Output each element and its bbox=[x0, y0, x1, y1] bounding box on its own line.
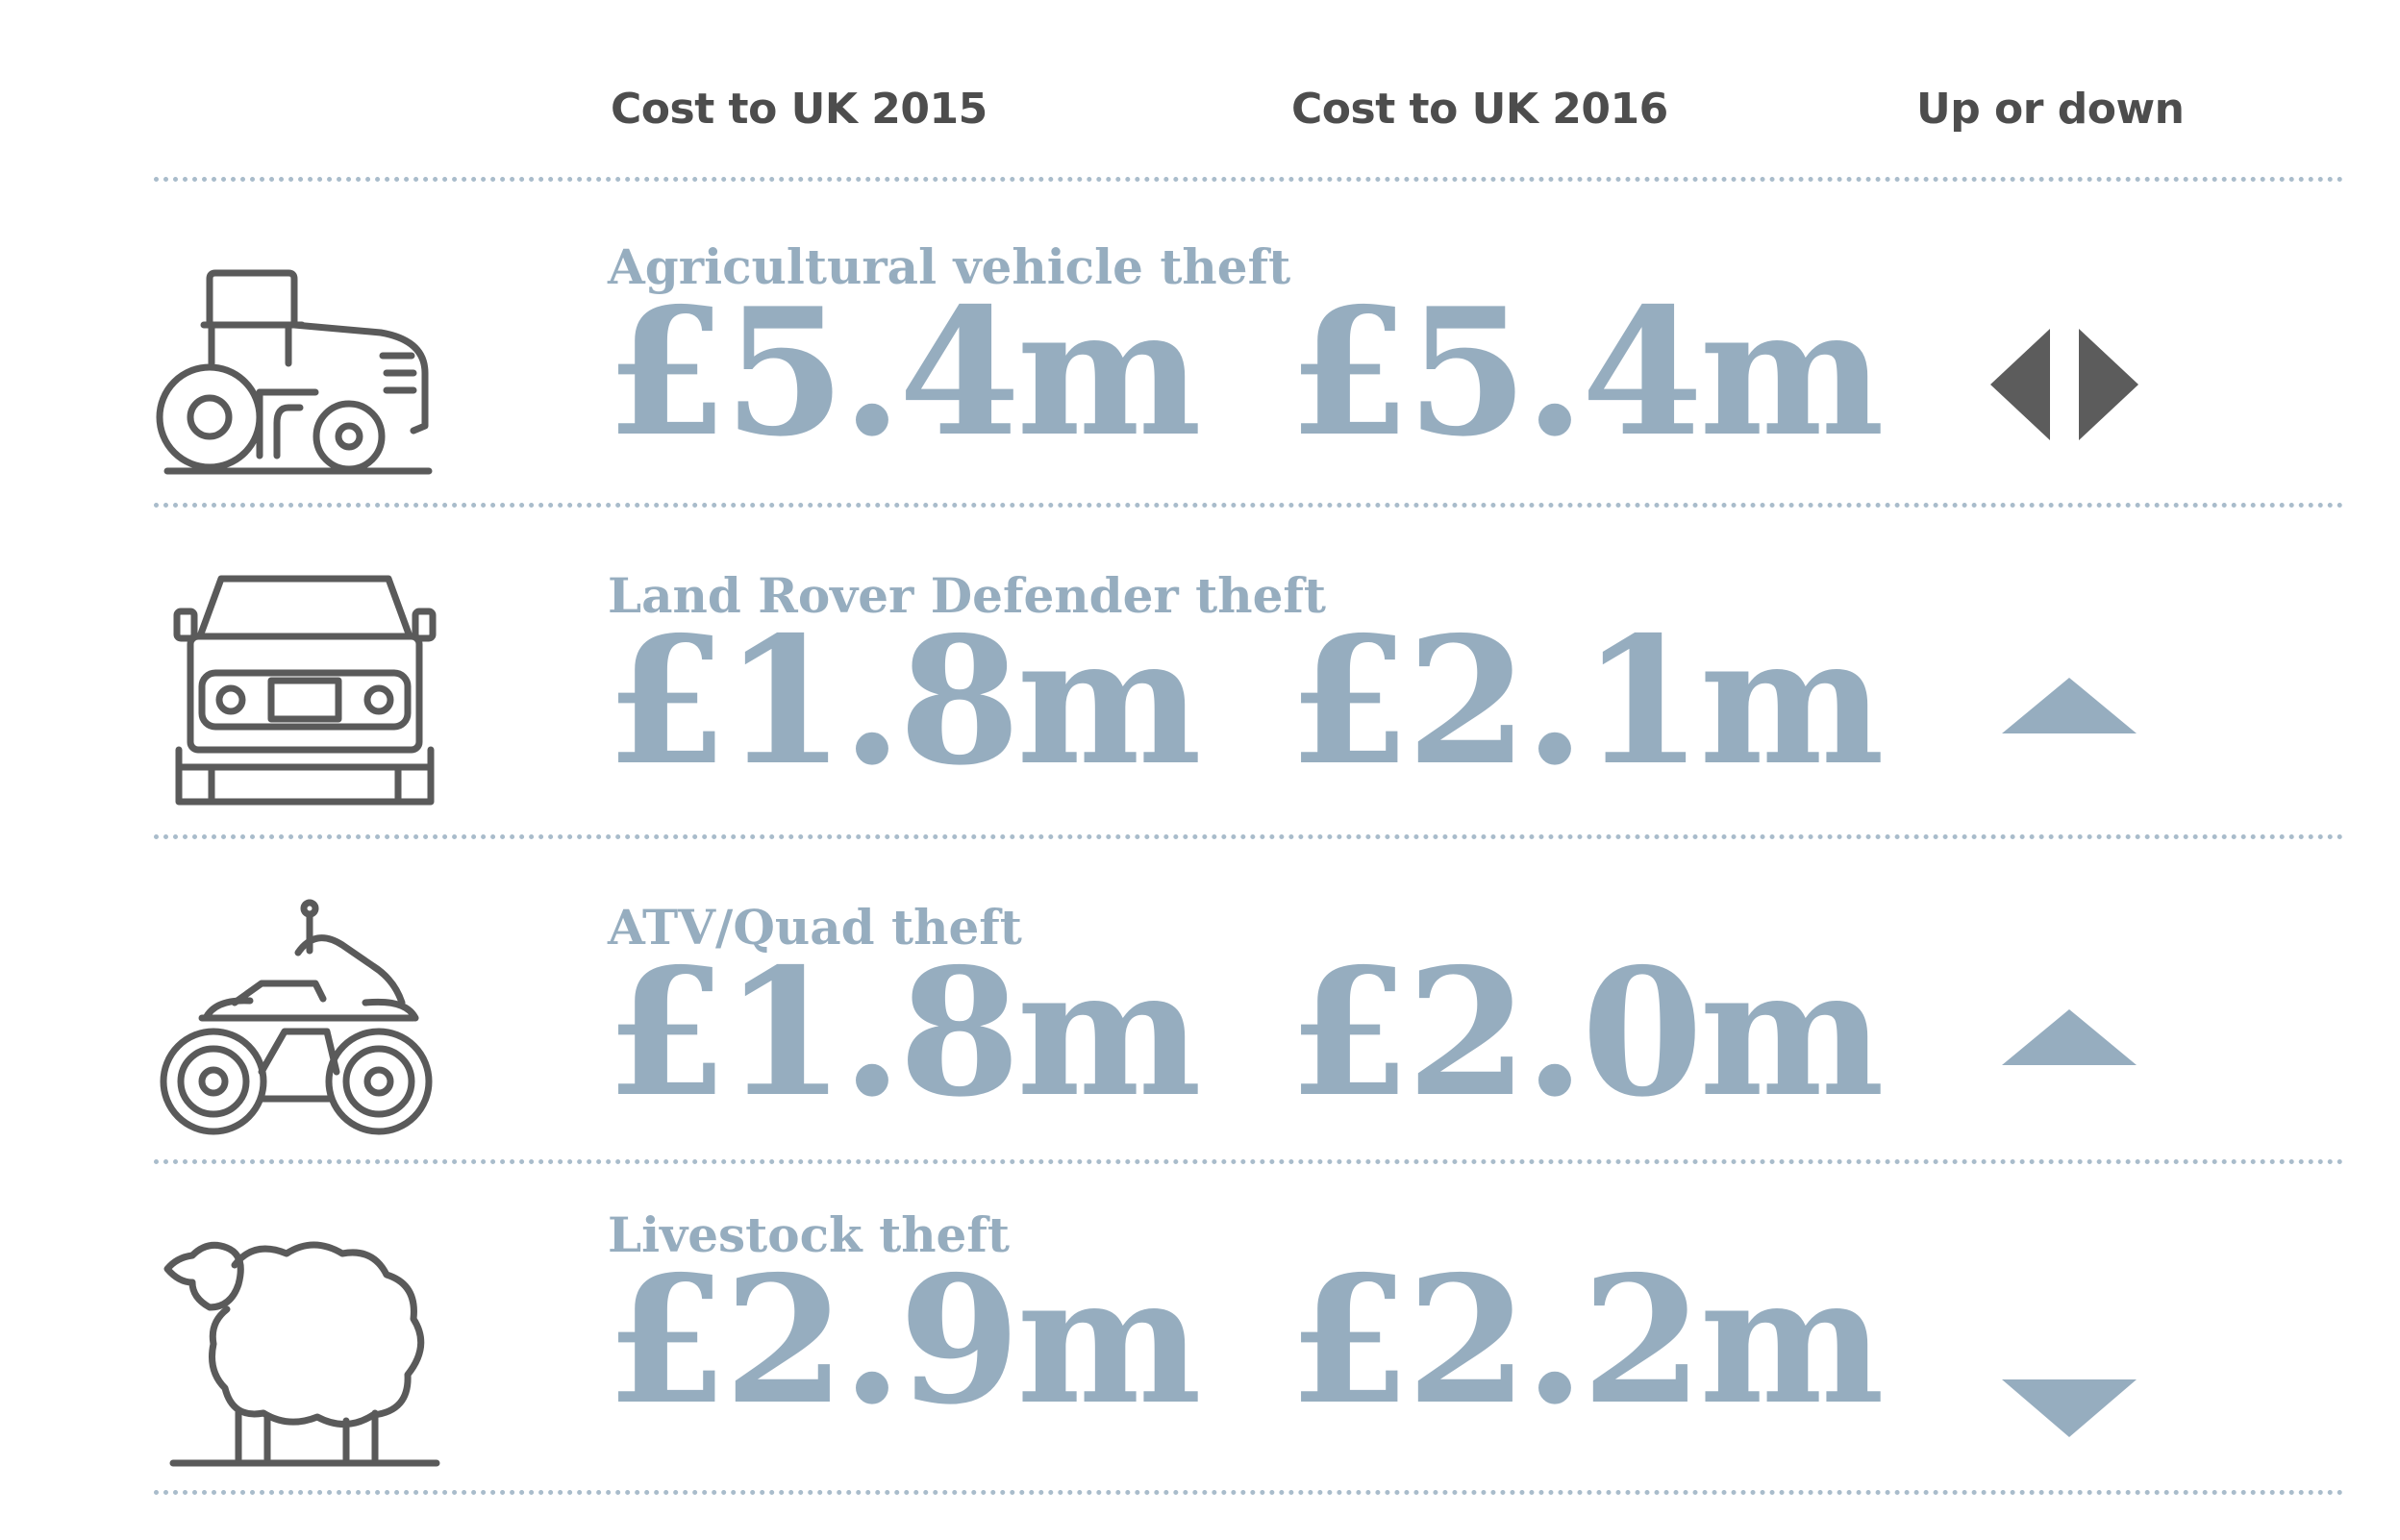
table-row-livestock: Livestock theft £2.9m £2.2m bbox=[0, 1206, 2400, 1533]
row-divider bbox=[154, 177, 2344, 182]
category-label: ATV/Quad theft bbox=[608, 899, 1022, 956]
category-label: Livestock theft bbox=[608, 1206, 1010, 1263]
row-divider bbox=[154, 1159, 2344, 1164]
trend-down-arrow-icon bbox=[2002, 1379, 2137, 1437]
value-2016: £2.1m bbox=[1288, 598, 1885, 804]
sheep-icon bbox=[163, 1241, 440, 1467]
value-2016: £2.2m bbox=[1288, 1237, 1885, 1443]
value-2015: £2.9m bbox=[606, 1237, 1202, 1443]
value-2016: £2.0m bbox=[1288, 930, 1885, 1135]
table-row-atv-quad: ATV/Quad theft £1.8m £2.0m bbox=[0, 899, 2400, 1226]
trend-up-arrow-icon bbox=[2002, 678, 2137, 733]
no-change-arrows-icon bbox=[1990, 329, 2138, 440]
value-2015: £1.8m bbox=[606, 930, 1202, 1135]
tractor-icon bbox=[156, 269, 433, 475]
header-cost-2016: Cost to UK 2016 bbox=[1291, 85, 1668, 134]
land-rover-icon bbox=[173, 575, 437, 806]
table-row-agricultural-vehicle: Agricultural vehicle theft £5.4m £5.4m bbox=[0, 238, 2400, 565]
row-divider bbox=[154, 503, 2344, 508]
row-divider bbox=[154, 834, 2344, 839]
category-label: Agricultural vehicle theft bbox=[608, 238, 1291, 295]
row-divider bbox=[154, 1490, 2344, 1495]
header-cost-2015: Cost to UK 2015 bbox=[611, 85, 988, 134]
category-label: Land Rover Defender theft bbox=[608, 567, 1327, 624]
value-2015: £5.4m bbox=[606, 269, 1202, 475]
value-2015: £1.8m bbox=[606, 598, 1202, 804]
table-row-land-rover-defender: Land Rover Defender theft £1.8m £2.1m bbox=[0, 567, 2400, 894]
value-2016: £5.4m bbox=[1288, 269, 1885, 475]
trend-up-arrow-icon bbox=[2002, 1009, 2137, 1065]
header-up-or-down: Up or down bbox=[1916, 85, 2185, 134]
quad-bike-icon bbox=[160, 899, 433, 1135]
